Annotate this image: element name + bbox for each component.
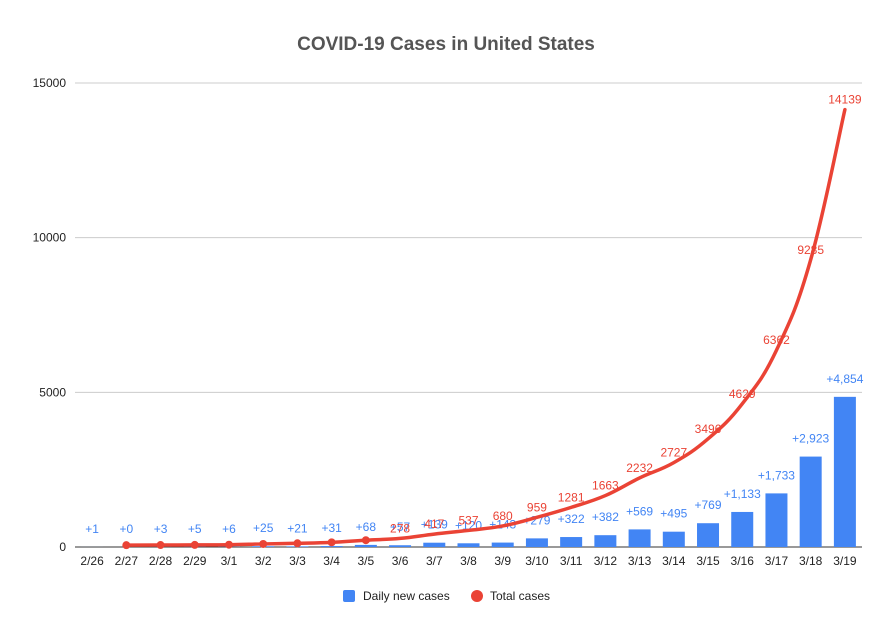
- line-data-label: 959: [527, 500, 547, 514]
- bar: [457, 543, 480, 547]
- bar-data-label: +1: [85, 522, 99, 536]
- bar-data-label: +25: [253, 521, 274, 535]
- y-tick-label: 5000: [39, 385, 66, 399]
- y-tick-label: 15000: [33, 76, 67, 90]
- bar-data-label: +769: [695, 498, 722, 512]
- x-tick-label: 3/17: [765, 554, 789, 568]
- bar-data-label: +322: [558, 512, 585, 526]
- line-series: [122, 107, 847, 550]
- line-data-label: 2232: [626, 461, 653, 475]
- x-tick-label: 3/15: [696, 554, 720, 568]
- line-point: [156, 541, 165, 550]
- bar-data-label: +382: [592, 510, 619, 524]
- line-data-label: 537: [458, 513, 478, 527]
- bar: [560, 537, 583, 547]
- legend-label-daily-new-cases: Daily new cases: [363, 589, 450, 603]
- line-data-label: 417: [424, 517, 444, 531]
- x-tick-label: 2/27: [115, 554, 139, 568]
- bar-data-label: +139: [421, 518, 448, 532]
- bar-data-label: +569: [626, 504, 653, 518]
- x-tick-label: 3/6: [392, 554, 409, 568]
- bar: [320, 546, 343, 547]
- bar-data-label: +3: [154, 522, 168, 536]
- x-tick-label: 3/12: [594, 554, 618, 568]
- x-tick-label: 3/13: [628, 554, 652, 568]
- x-tick-label: 3/9: [494, 554, 511, 568]
- bar: [628, 529, 651, 547]
- x-tick-label: 3/2: [255, 554, 272, 568]
- bar-data-label: +21: [287, 521, 308, 535]
- line-data-label: 9285: [797, 243, 824, 257]
- x-tick-label: 3/11: [560, 554, 583, 568]
- line-point: [361, 536, 370, 545]
- legend-label-total-cases: Total cases: [490, 589, 550, 603]
- bar: [354, 544, 377, 547]
- line-point: [190, 540, 199, 549]
- bar-data-label: +68: [356, 520, 377, 534]
- total-cases-line: [124, 107, 847, 547]
- x-tick-label: 3/16: [731, 554, 755, 568]
- x-tick-label: 3/18: [799, 554, 823, 568]
- y-axis-ticks: 0 5000 10000 15000: [33, 76, 67, 554]
- x-tick-label: 3/1: [221, 554, 238, 568]
- bar: [833, 396, 856, 547]
- bar-data-label: +6: [222, 522, 236, 536]
- bar-data-label: +1,133: [724, 487, 761, 501]
- bar: [594, 535, 617, 547]
- line-point: [293, 539, 302, 548]
- bar: [765, 493, 788, 547]
- line-data-label: 3496: [695, 422, 722, 436]
- bar-data-label: +57: [390, 520, 411, 534]
- line-point: [327, 538, 336, 547]
- line-data-label: 2727: [660, 446, 687, 460]
- bar: [389, 545, 412, 547]
- bar: [423, 542, 446, 547]
- legend-swatch-daily-new-cases: [343, 590, 355, 602]
- line-data-label: 6362: [763, 333, 790, 347]
- x-tick-label: 2/28: [149, 554, 173, 568]
- x-tick-label: 3/14: [662, 554, 686, 568]
- x-tick-label: 3/8: [460, 554, 477, 568]
- x-tick-label: 3/10: [525, 554, 549, 568]
- bar: [491, 542, 514, 547]
- line-data-labels: 278 417 537 680 959 1281 1663 2232 2727 3496 4629 6…: [390, 93, 862, 536]
- line-data-label: 1281: [558, 490, 585, 504]
- line-data-label: 14139: [828, 93, 862, 107]
- legend-swatch-total-cases: [471, 590, 483, 602]
- bar-data-label: +4,854: [826, 372, 863, 386]
- x-tick-label: 3/7: [426, 554, 443, 568]
- bar-data-label: +495: [660, 507, 687, 521]
- bar: [731, 511, 754, 547]
- gridlines: [75, 82, 862, 548]
- x-tick-label: 3/5: [358, 554, 375, 568]
- bar-data-label: +5: [188, 522, 202, 536]
- line-data-label: 680: [493, 509, 513, 523]
- bar-data-label: +31: [321, 521, 342, 535]
- bar: [697, 523, 720, 547]
- y-tick-label: 0: [59, 540, 66, 554]
- x-tick-label: 3/19: [833, 554, 857, 568]
- y-tick-label: 10000: [33, 231, 67, 245]
- bar: [662, 531, 685, 547]
- chart-title: COVID-19 Cases in United States: [297, 34, 595, 55]
- x-tick-label: 2/26: [80, 554, 104, 568]
- x-tick-label: 3/3: [289, 554, 306, 568]
- line-data-label: 4629: [729, 387, 756, 401]
- bar-data-label: +1,733: [758, 468, 795, 482]
- legend: Daily new cases Total cases: [343, 589, 550, 603]
- bar: [525, 538, 548, 547]
- x-tick-label: 3/4: [323, 554, 340, 568]
- x-tick-label: 2/29: [183, 554, 207, 568]
- line-point: [122, 541, 131, 550]
- x-axis-ticks: 2/26 2/27 2/28 2/29 3/1 3/2 3/3 3/4 3/5 3/6 3/7 3/8…: [80, 554, 856, 568]
- bar-data-label: +0: [119, 522, 133, 536]
- line-point: [224, 540, 233, 549]
- bar-data-label: +2,923: [792, 432, 829, 446]
- bar: [799, 456, 822, 547]
- line-point: [259, 539, 268, 548]
- line-data-label: 278: [390, 521, 410, 535]
- line-data-label: 1663: [592, 479, 619, 493]
- bar-series: [81, 396, 856, 547]
